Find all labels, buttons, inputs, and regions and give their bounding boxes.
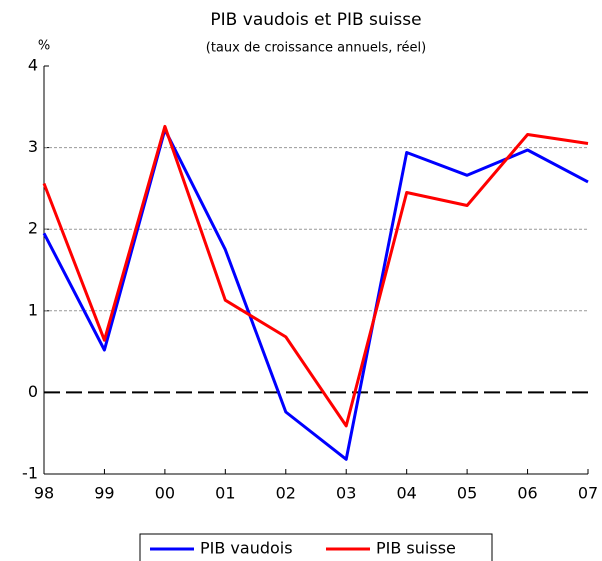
- legend-label: PIB vaudois: [200, 539, 293, 558]
- legend-label: PIB suisse: [376, 539, 456, 558]
- x-tick-label: 00: [155, 484, 175, 503]
- y-tick-label: 1: [28, 300, 38, 319]
- y-tick-label: 0: [28, 382, 38, 401]
- y-tick-label: -1: [22, 464, 38, 483]
- chart-subtitle: (taux de croissance annuels, réel): [206, 41, 426, 56]
- chart-title: PIB vaudois et PIB suisse: [210, 10, 421, 30]
- y-tick-label: 4: [28, 56, 38, 75]
- x-tick-label: 07: [578, 484, 598, 503]
- y-tick-label: 3: [28, 137, 38, 156]
- x-tick-label: 05: [457, 484, 477, 503]
- x-tick-label: 99: [94, 484, 114, 503]
- x-tick-label: 02: [276, 484, 296, 503]
- x-tick-label: 98: [34, 484, 54, 503]
- y-unit: %: [38, 39, 50, 54]
- series-line: [42, 128, 589, 461]
- legend-box: [139, 533, 493, 561]
- x-tick-label: 01: [215, 484, 235, 503]
- x-tick-label: 04: [396, 484, 416, 503]
- series-line: [42, 124, 589, 428]
- y-tick-label: 2: [28, 219, 38, 238]
- x-tick-label: 03: [336, 484, 356, 503]
- x-tick-label: 06: [517, 484, 537, 503]
